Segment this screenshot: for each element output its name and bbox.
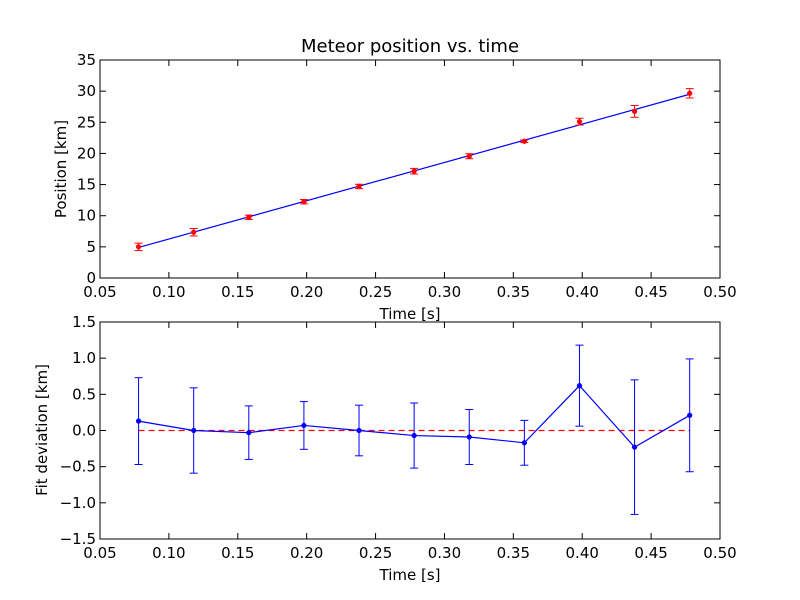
top-x-tick-label: 0.30 bbox=[428, 283, 461, 301]
bottom-y-tick-label: −1.5 bbox=[60, 530, 96, 548]
top-axes-frame bbox=[99, 59, 721, 279]
bottom-y-tick-label: −0.5 bbox=[60, 458, 96, 476]
top-y-tick-label: 25 bbox=[77, 113, 96, 131]
top-data-point bbox=[687, 90, 693, 96]
bottom-data-point bbox=[135, 418, 142, 424]
top-x-tick-label: 0.15 bbox=[221, 283, 254, 301]
bottom-data-point bbox=[631, 444, 638, 450]
top-x-tick-label: 0.45 bbox=[634, 283, 667, 301]
bottom-x-tick-label: 0.20 bbox=[290, 544, 323, 562]
bottom-data-point bbox=[576, 383, 583, 389]
top-data-point bbox=[356, 183, 362, 190]
top-data-point bbox=[521, 138, 528, 144]
top-y-tick-label: 30 bbox=[77, 82, 96, 100]
bottom-x-tick-label: 0.45 bbox=[634, 544, 667, 562]
bottom-axis-ticks: 0.05 0.10 0.15 0.20 0.25 0.30 0.35 0.40 0.45 0.50… bbox=[60, 313, 737, 562]
bottom-data-point bbox=[687, 412, 693, 418]
bottom-data-point bbox=[411, 432, 417, 439]
top-data-point bbox=[411, 168, 417, 174]
top-y-tick-label: 10 bbox=[77, 207, 96, 225]
top-y-tick-label: 0 bbox=[86, 269, 96, 287]
bottom-y-tick-label: 1.0 bbox=[72, 349, 96, 367]
bottom-x-tick-label: 0.40 bbox=[566, 544, 599, 562]
bottom-x-tick-label: 0.35 bbox=[497, 544, 530, 562]
bottom-x-tick-label: 0.05 bbox=[83, 544, 116, 562]
bottom-y-tick-label: 1.5 bbox=[72, 313, 96, 331]
top-y-tick-label: 15 bbox=[77, 176, 96, 194]
bottom-data-point bbox=[521, 440, 528, 446]
top-y-tick-label: 35 bbox=[77, 51, 96, 69]
bottom-y-tick-label: −1.0 bbox=[60, 494, 96, 512]
top-x-tick-label: 0.35 bbox=[497, 283, 530, 301]
bottom-x-tick-label: 0.15 bbox=[221, 544, 254, 562]
bottom-x-tick-label: 0.50 bbox=[703, 544, 736, 562]
bottom-x-tick-label: 0.10 bbox=[152, 544, 185, 562]
top-y-axis-label: Position [km] bbox=[52, 120, 70, 218]
top-x-tick-label: 0.50 bbox=[703, 283, 736, 301]
top-y-tick-label: 5 bbox=[86, 238, 96, 256]
bottom-data-point bbox=[466, 434, 472, 440]
top-data-point bbox=[576, 119, 583, 125]
top-data-point bbox=[466, 153, 472, 159]
top-x-tick-label: 0.20 bbox=[290, 283, 323, 301]
top-x-tick-label: 0.40 bbox=[566, 283, 599, 301]
bottom-data-point bbox=[356, 427, 362, 434]
top-data-point bbox=[301, 199, 307, 205]
bottom-data-point bbox=[301, 422, 307, 429]
bottom-y-tick-label: 0.5 bbox=[72, 385, 96, 403]
top-axis-ticks: 0.05 0.10 0.15 0.20 0.25 0.30 0.35 0.40 0.45 0.50… bbox=[77, 51, 737, 301]
bottom-x-axis-label: Time [s] bbox=[379, 566, 441, 584]
bottom-y-axis-label: Fit deviation [km] bbox=[33, 364, 51, 496]
top-chart-title: Meteor position vs. time bbox=[301, 36, 519, 57]
bottom-data-point bbox=[246, 430, 252, 436]
top-x-tick-label: 0.10 bbox=[152, 283, 185, 301]
bottom-x-tick-label: 0.30 bbox=[428, 544, 461, 562]
top-data-point bbox=[631, 108, 638, 115]
bottom-x-tick-label: 0.25 bbox=[359, 544, 392, 562]
top-y-tick-label: 20 bbox=[77, 144, 96, 162]
top-data-point bbox=[191, 229, 197, 235]
bottom-data-point bbox=[191, 427, 197, 434]
top-panel: Meteor position vs. time 0.05 0.10 0.15 0.2… bbox=[52, 36, 737, 323]
top-data-point bbox=[135, 244, 142, 250]
bottom-y-tick-label: 0.0 bbox=[72, 422, 96, 440]
top-x-axis-label: Time [s] bbox=[379, 305, 441, 323]
top-plot-marks bbox=[134, 88, 694, 252]
top-x-tick-label: 0.25 bbox=[359, 283, 392, 301]
top-x-tick-label: 0.05 bbox=[83, 283, 116, 301]
bottom-panel: 0.05 0.10 0.15 0.20 0.25 0.30 0.35 0.40 0.45 0.50… bbox=[33, 313, 737, 584]
top-data-point bbox=[246, 214, 252, 220]
bottom-plot-marks bbox=[134, 344, 694, 515]
